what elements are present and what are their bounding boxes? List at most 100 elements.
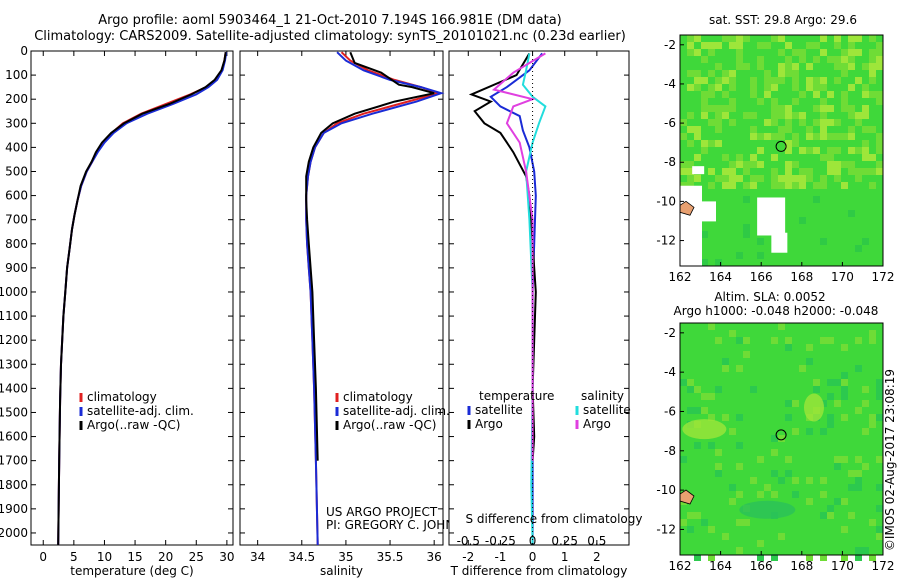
map-cell: [694, 407, 701, 414]
map-cell: [848, 161, 855, 168]
map-cell: [841, 379, 848, 386]
map-cell: [876, 393, 883, 400]
map-cell: [806, 554, 813, 561]
map-cell: [757, 147, 764, 154]
plot-frame: [448, 50, 630, 546]
map-cell: [687, 512, 694, 519]
series-line: [305, 51, 435, 461]
x-tick-label: 34.5: [288, 550, 315, 564]
map-cell: [841, 498, 848, 505]
map-cell: [764, 91, 771, 98]
map-cell: [750, 175, 757, 182]
map-feature: [682, 419, 727, 440]
map-cell: [841, 372, 848, 379]
map-cell: [764, 77, 771, 84]
map-frame: [679, 322, 884, 556]
x-axis-label: salinity: [320, 564, 363, 578]
map-cell: [834, 175, 841, 182]
map-cell: [841, 456, 848, 463]
y-tick-label: -4: [664, 365, 676, 379]
map-cell: [855, 147, 862, 154]
map-cell: [778, 112, 785, 119]
map-cell: [722, 182, 729, 189]
map-cell: [820, 554, 827, 561]
x-tick-label: 5: [70, 550, 78, 564]
map-cell: [834, 77, 841, 84]
map-cell: [855, 407, 862, 414]
map-cell: [757, 491, 764, 498]
x-tick-label: 166: [750, 559, 773, 573]
map-cell: [869, 414, 876, 421]
x-tick-label: 35: [338, 550, 353, 564]
map-cell: [841, 386, 848, 393]
salinity-tick-label: 0: [529, 534, 537, 548]
map-cell: [743, 35, 750, 42]
map-cell: [869, 77, 876, 84]
map-cell: [729, 484, 736, 491]
map-cell: [708, 393, 715, 400]
map-cell: [827, 56, 834, 63]
map-cell: [792, 84, 799, 91]
map-cell: [701, 147, 708, 154]
map-cell: [855, 112, 862, 119]
map-cell: [680, 168, 687, 175]
map-cell: [729, 428, 736, 435]
map-cell: [855, 484, 862, 491]
map-cell: [771, 491, 778, 498]
map-cell: [834, 63, 841, 70]
map-cell: [694, 84, 701, 91]
map-cell: [708, 49, 715, 56]
x-tick-label: 172: [872, 559, 895, 573]
map-cell: [771, 35, 778, 42]
map-cell: [806, 358, 813, 365]
title-line-2: Climatology: CARS2009. Satellite-adjuste…: [34, 29, 626, 44]
map-cell: [771, 154, 778, 161]
map-cell: [806, 498, 813, 505]
legend-label: satellite: [583, 403, 631, 417]
map-cell: [750, 91, 757, 98]
map-frame: [679, 34, 884, 267]
map-cell: [820, 182, 827, 189]
map-cell: [785, 147, 792, 154]
map-cell: [701, 393, 708, 400]
map-cell: [785, 119, 792, 126]
map-cell: [729, 119, 736, 126]
map-cell: [708, 42, 715, 49]
map-cell: [736, 35, 743, 42]
map-cell: [708, 526, 715, 533]
map-cell: [701, 407, 708, 414]
map-cell: [855, 365, 862, 372]
map-cell: [792, 77, 799, 84]
map-cell: [862, 91, 869, 98]
map-cell: [757, 252, 764, 259]
map-cell: [722, 35, 729, 42]
map-cell: [771, 77, 778, 84]
map-cell: [820, 133, 827, 140]
mask-area: [771, 232, 788, 253]
map-cell: [876, 98, 883, 105]
x-axis-label: T difference from climatology: [450, 564, 628, 578]
map-cell: [792, 400, 799, 407]
map-cell: [771, 470, 778, 477]
map-cell: [834, 42, 841, 49]
map-cell: [841, 70, 848, 77]
map-cell: [701, 231, 708, 238]
map-cell: [736, 63, 743, 70]
map-cell: [778, 133, 785, 140]
map-cell: [778, 35, 785, 42]
x-tick-label: 168: [790, 559, 813, 573]
map-cell: [876, 161, 883, 168]
map-cell: [743, 351, 750, 358]
map-cell: [771, 435, 778, 442]
mask-area: [692, 166, 705, 175]
map-cell: [848, 42, 855, 49]
map-cell: [771, 337, 778, 344]
salinity-tick-label: -0.5: [457, 534, 480, 548]
y-tick-label: 600: [5, 189, 28, 203]
map-cell: [680, 182, 687, 189]
legend-label: satellite: [475, 403, 523, 417]
map-cell: [869, 168, 876, 175]
legend-label: climatology: [343, 390, 413, 404]
map-cell: [743, 519, 750, 526]
map-cell: [792, 140, 799, 147]
